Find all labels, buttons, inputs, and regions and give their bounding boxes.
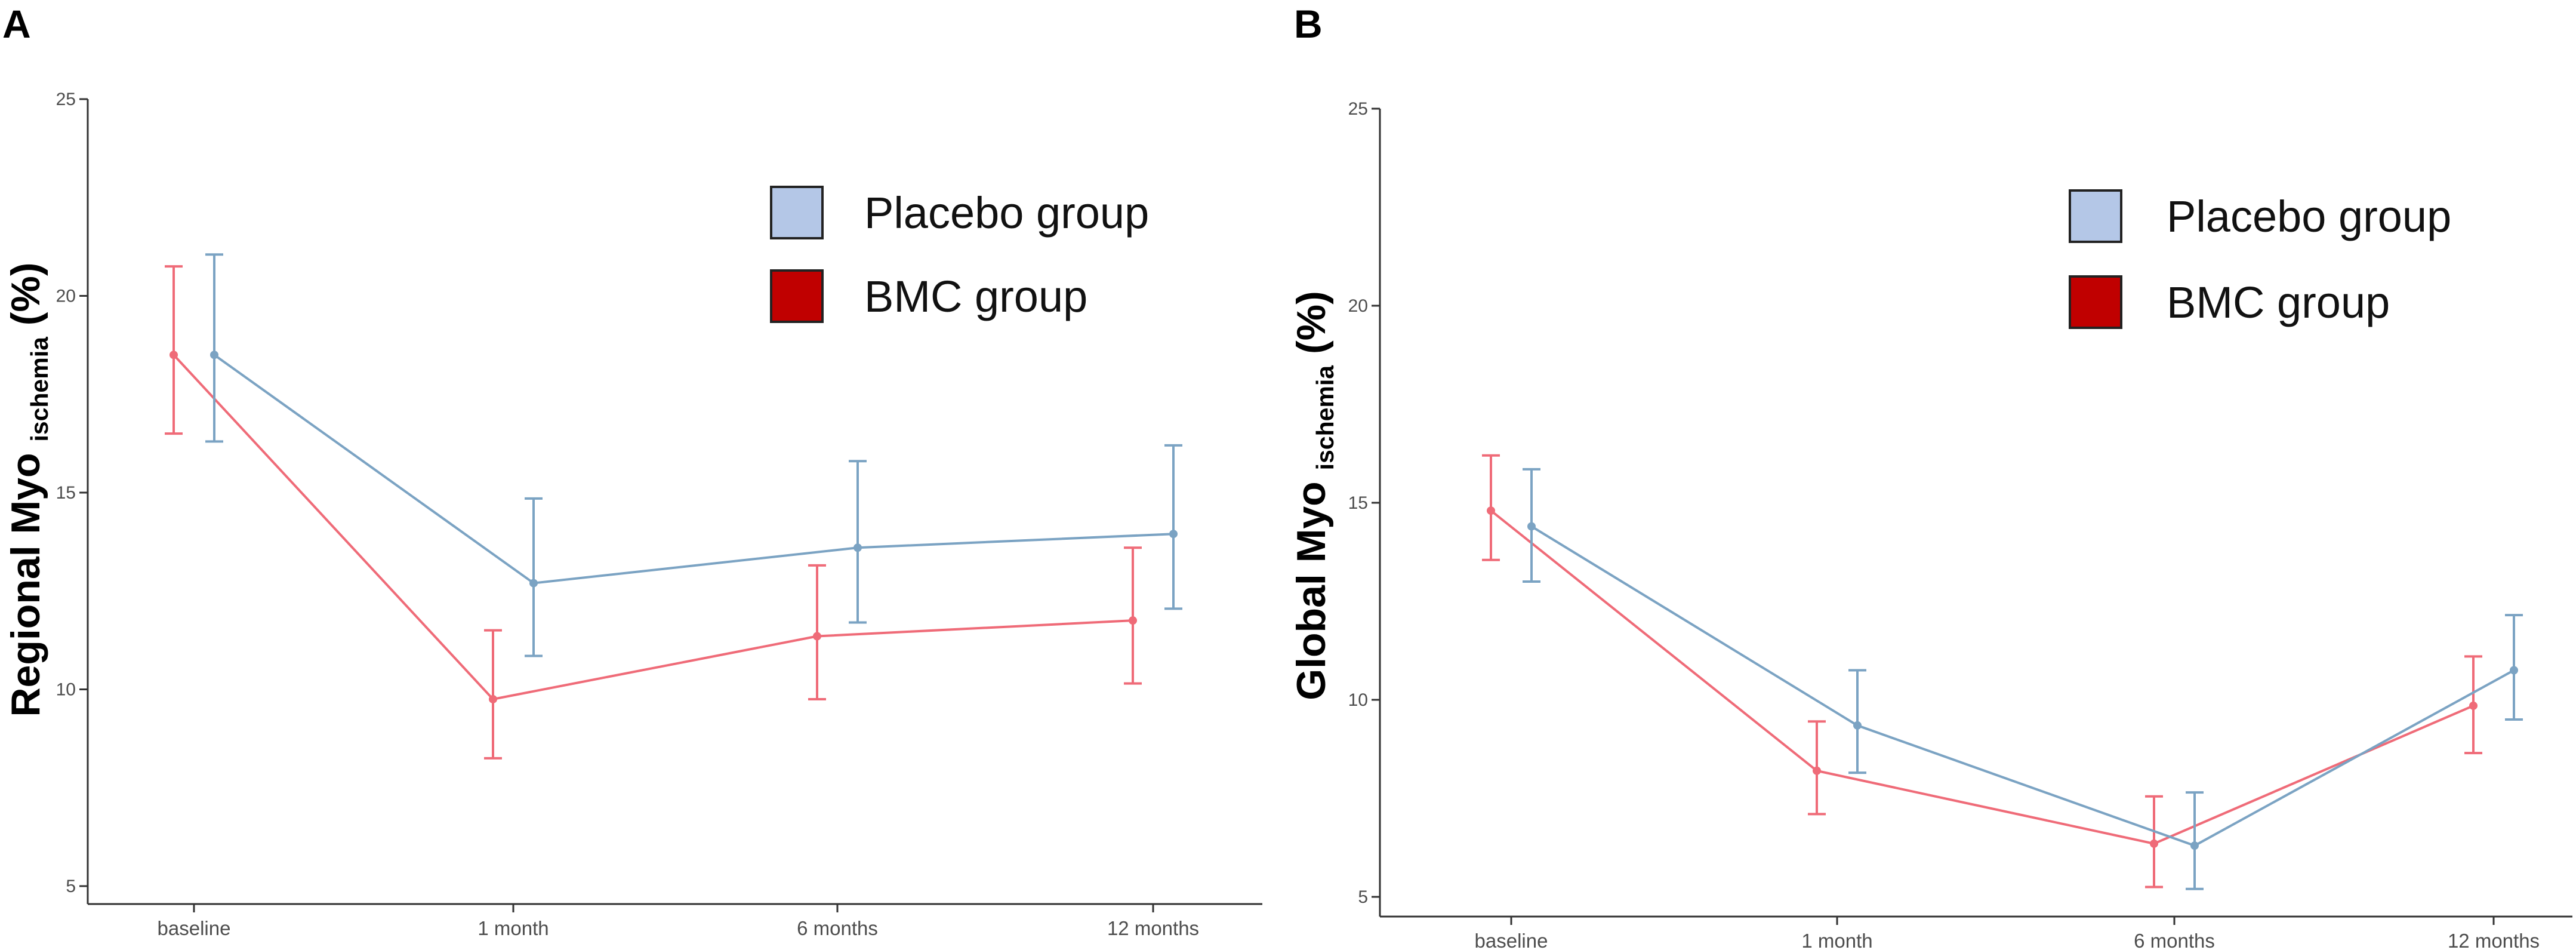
bmc-group-point <box>1129 616 1137 625</box>
legend-label-bmc-group: BMC group <box>2167 278 2390 327</box>
y-axis-title-unit: (%) <box>1289 291 1334 365</box>
bmc-group-point <box>1487 506 1495 515</box>
x-tick-label: 12 months <box>1107 917 1199 939</box>
x-tick-label: 1 month <box>477 917 549 939</box>
x-tick-label: 6 months <box>797 917 878 939</box>
x-tick-label: 1 month <box>1801 930 1872 950</box>
y-axis-title-unit: (%) <box>3 262 48 337</box>
legend-swatch-placebo-group <box>770 186 824 239</box>
legend-swatch-bmc-group <box>770 269 824 323</box>
bmc-group-point <box>170 351 178 359</box>
placebo-group-point <box>2190 841 2199 850</box>
y-tick-label: 20 <box>1348 296 1368 316</box>
y-tick-label: 25 <box>1348 99 1368 119</box>
y-axis-title-subscript: ischemia <box>1311 365 1339 471</box>
y-tick-label: 5 <box>66 877 76 896</box>
x-tick-label: 6 months <box>2134 930 2215 950</box>
placebo-group-point <box>853 543 862 552</box>
y-axis-title-main: Regional Myo <box>3 442 48 717</box>
y-axis-title-subscript: ischemia <box>26 336 53 442</box>
y-tick-label: 15 <box>56 483 76 503</box>
panel-letter-b: B <box>1294 2 1323 46</box>
bmc-group-line <box>172 353 1133 701</box>
legend-label-placebo-group: Placebo group <box>2167 192 2451 241</box>
legend-label-placebo-group: Placebo group <box>864 188 1149 238</box>
x-tick-label: 12 months <box>2448 930 2540 950</box>
panel-b-chart: 5 10 15 20 25 baseline 1 month 6 months 12 month… <box>1289 99 2572 950</box>
bmc-group-point <box>489 694 497 703</box>
placebo-group-point <box>2510 666 2518 675</box>
bmc-group-point <box>2150 839 2158 848</box>
y-axis-title: Global Myo ischemia (%) <box>1289 291 1339 700</box>
legend-label-bmc-group: BMC group <box>864 272 1087 321</box>
legend-swatch-placebo-group <box>2069 189 2122 243</box>
y-tick-label: 20 <box>56 287 76 306</box>
panel-letter-a: A <box>2 2 31 46</box>
y-tick-label: 5 <box>1358 887 1368 907</box>
y-axis-title: Regional Myo ischemia (%) <box>3 262 53 717</box>
placebo-group-point <box>210 351 218 359</box>
y-axis-title-main: Global Myo <box>1289 470 1334 700</box>
y-tick-label: 10 <box>56 680 76 700</box>
y-tick-label: 25 <box>56 90 76 109</box>
y-tick-label: 10 <box>1348 690 1368 710</box>
placebo-group-point <box>529 579 538 588</box>
y-tick-label: 15 <box>1348 493 1368 513</box>
bmc-group-point <box>2469 701 2478 710</box>
placebo-group-point <box>1853 721 1862 730</box>
placebo-group-point <box>1169 530 1178 539</box>
bmc-group-point <box>813 632 821 641</box>
panel-a-chart: 5 10 15 20 25 baseline 1 month 6 months 12 month… <box>3 90 1262 939</box>
x-tick-label: baseline <box>1475 930 1548 950</box>
placebo-group-line <box>213 353 1174 585</box>
x-tick-label: baseline <box>158 917 231 939</box>
legend-swatch-bmc-group <box>2069 275 2122 329</box>
bmc-group-line <box>1490 509 2474 845</box>
placebo-group-line <box>1530 525 2515 847</box>
bmc-group-point <box>1813 766 1821 775</box>
placebo-group-point <box>1527 522 1536 531</box>
